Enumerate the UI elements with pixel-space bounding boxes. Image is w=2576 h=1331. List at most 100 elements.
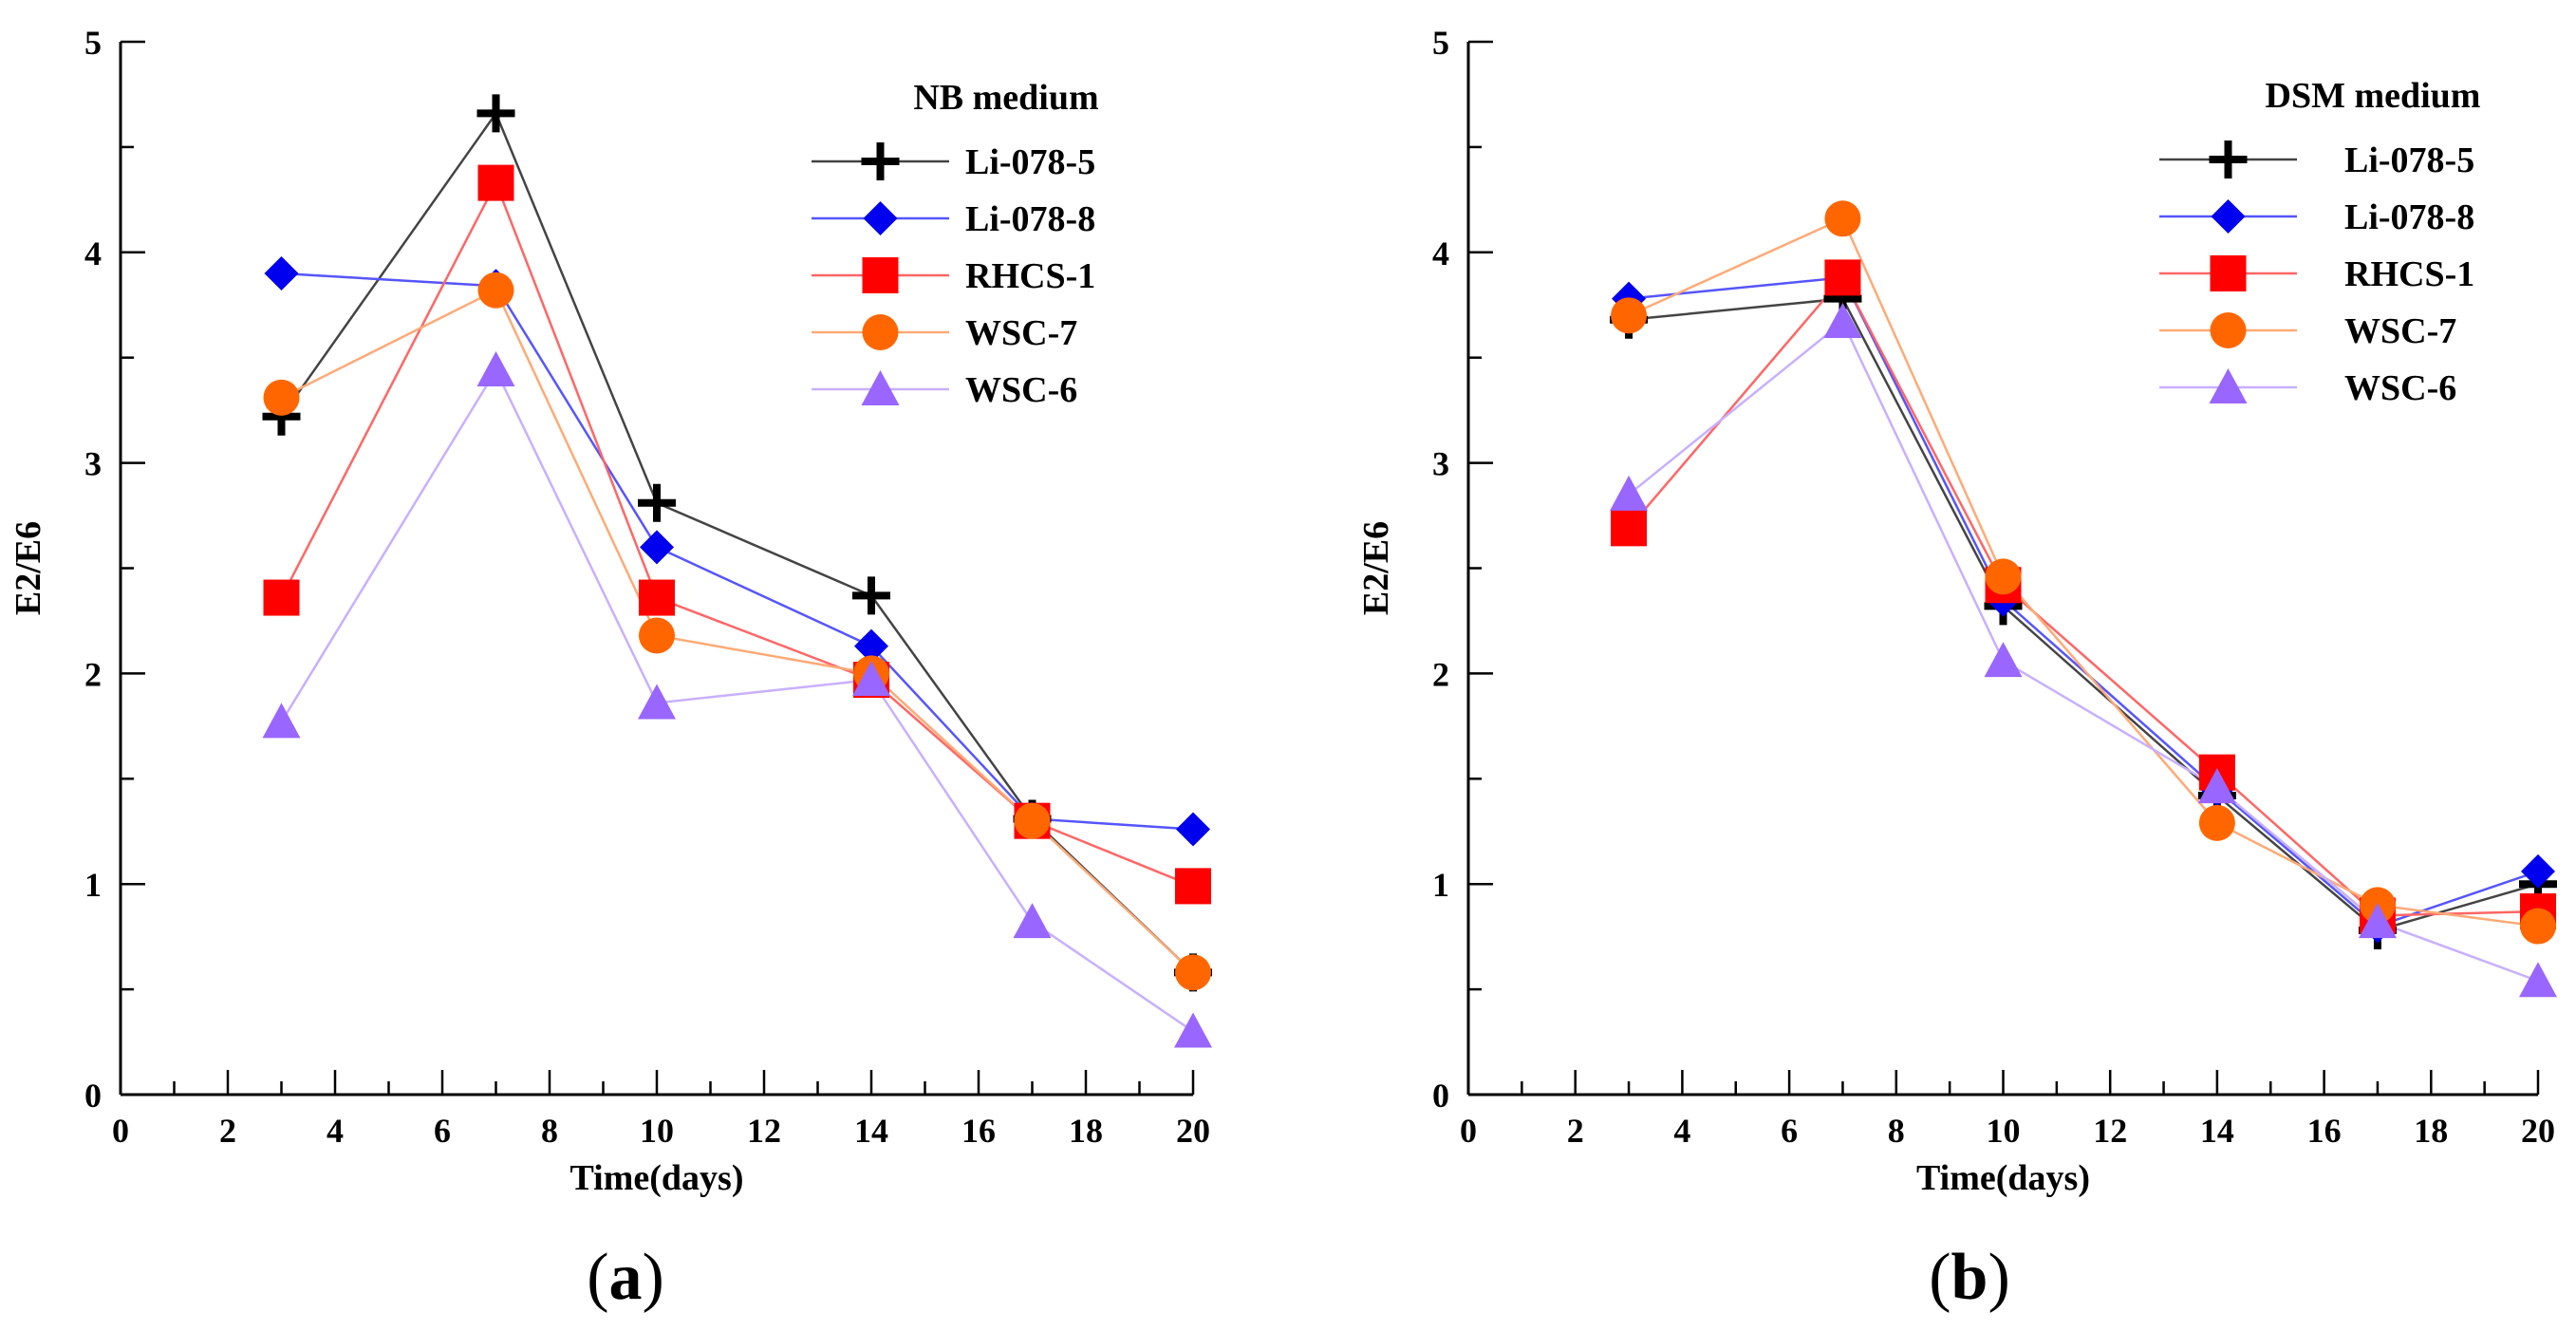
data-point-WSC-6 xyxy=(2358,903,2397,939)
y-tick-label: 5 xyxy=(1432,24,1449,62)
data-point-Li-078-5 xyxy=(852,576,890,615)
data-point-WSC-6 xyxy=(1013,903,1052,939)
legend-entry: Li-078-5 xyxy=(2344,141,2474,180)
data-point-Li-078-8 xyxy=(264,255,299,291)
y-tick-label: 1 xyxy=(1432,866,1449,904)
y-tick-label: 4 xyxy=(1432,234,1449,272)
y-tick-label: 1 xyxy=(84,866,102,904)
series-line-WSC-7 xyxy=(280,289,1194,974)
data-point-Li-078-5 xyxy=(1823,279,1862,318)
data-point-RHCS-1 xyxy=(639,579,675,616)
data-point-WSC-7 xyxy=(2520,908,2556,945)
legend-entry: Li-078-8 xyxy=(2344,197,2474,237)
x-tick-label: 4 xyxy=(327,1112,344,1150)
y-tick-label: 5 xyxy=(84,24,102,62)
data-point-WSC-7 xyxy=(1175,954,1211,991)
data-point-Li-078-5 xyxy=(476,94,515,133)
legend-marker xyxy=(862,257,899,293)
legend-marker xyxy=(861,142,900,180)
x-tick-label: 16 xyxy=(961,1112,996,1150)
data-point-WSC-7 xyxy=(639,617,675,654)
data-point-RHCS-1 xyxy=(1824,259,1861,296)
data-point-RHCS-1 xyxy=(477,164,514,201)
series-line-RHCS-1 xyxy=(1628,275,2539,917)
series-line-Li-078-8 xyxy=(1628,276,2539,928)
x-tick-label: 20 xyxy=(1176,1112,1210,1150)
y-tick-label: 0 xyxy=(1432,1077,1449,1115)
legend-entry: Li-078-8 xyxy=(965,199,1095,239)
data-point-WSC-6 xyxy=(1823,302,1862,338)
legend-marker xyxy=(2209,141,2248,178)
x-tick-label: 12 xyxy=(747,1112,781,1150)
x-tick-label: 14 xyxy=(854,1112,888,1150)
legend-marker xyxy=(2209,368,2248,403)
data-point-WSC-7 xyxy=(2198,804,2235,841)
legend-marker xyxy=(2211,199,2246,234)
data-point-WSC-6 xyxy=(852,661,890,697)
data-point-WSC-7 xyxy=(1014,802,1051,839)
data-point-RHCS-1 xyxy=(263,579,300,616)
y-tick-label: 2 xyxy=(84,655,102,693)
data-point-WSC-6 xyxy=(2519,962,2557,998)
legend-marker xyxy=(862,314,899,350)
x-tick-label: 4 xyxy=(1673,1112,1690,1150)
legend-marker xyxy=(863,201,898,235)
x-tick-label: 2 xyxy=(1567,1112,1584,1150)
data-point-WSC-6 xyxy=(1984,642,2023,678)
data-point-RHCS-1 xyxy=(1611,510,1648,547)
y-axis-label: E2/E6 xyxy=(9,521,48,615)
legend-title: NB medium xyxy=(913,78,1098,118)
x-tick-label: 6 xyxy=(434,1112,451,1150)
x-tick-label: 8 xyxy=(1888,1112,1905,1150)
legend-entry: WSC-6 xyxy=(2344,368,2456,408)
data-point-WSC-6 xyxy=(262,703,301,739)
x-tick-label: 12 xyxy=(2093,1112,2127,1150)
x-tick-label: 8 xyxy=(541,1112,558,1150)
x-tick-label: 0 xyxy=(112,1112,129,1150)
x-axis-label: Time(days) xyxy=(570,1158,744,1198)
data-point-WSC-6 xyxy=(1610,475,1649,511)
data-point-Li-078-8 xyxy=(640,530,674,565)
series-line-WSC-7 xyxy=(1628,216,2539,928)
x-tick-label: 0 xyxy=(1460,1112,1477,1150)
chart-panel-a: 0 2 4 6 8 10 12 14 16 18 20012345Time(days)E2/E6NB… xyxy=(9,24,1212,1198)
x-tick-label: 10 xyxy=(640,1112,674,1150)
chart-panel-b: 0 2 4 6 8 10 12 14 16 18 20012345Time(days)E2/E6DS… xyxy=(1356,24,2557,1198)
series-line-WSC-6 xyxy=(280,367,1194,1033)
data-point-WSC-6 xyxy=(476,351,515,387)
data-point-WSC-7 xyxy=(477,272,514,309)
x-tick-label: 20 xyxy=(2521,1112,2555,1150)
data-point-Li-078-5 xyxy=(638,483,676,522)
x-tick-label: 16 xyxy=(2307,1112,2342,1150)
data-point-Li-078-5 xyxy=(262,397,301,436)
y-tick-label: 4 xyxy=(84,234,102,272)
data-point-Li-078-8 xyxy=(1176,812,1210,847)
legend-title: DSM medium xyxy=(2266,76,2481,116)
legend-entry: WSC-7 xyxy=(965,313,1077,353)
legend-entry: Li-078-5 xyxy=(965,142,1095,182)
series-line-Li-078-8 xyxy=(281,272,1194,831)
legend-entry: RHCS-1 xyxy=(2344,254,2474,294)
data-point-Li-078-8 xyxy=(2521,853,2555,889)
legend-marker xyxy=(2210,255,2247,291)
data-point-WSC-6 xyxy=(2197,768,2236,804)
y-tick-label: 0 xyxy=(84,1077,102,1115)
data-point-WSC-7 xyxy=(263,379,300,416)
series-line-WSC-6 xyxy=(1628,320,2539,983)
y-tick-label: 3 xyxy=(84,445,102,483)
legend-marker xyxy=(2210,312,2247,348)
data-point-WSC-7 xyxy=(1611,297,1648,334)
y-tick-label: 2 xyxy=(1432,655,1449,693)
data-point-WSC-7 xyxy=(1985,558,2022,595)
legend-entry: RHCS-1 xyxy=(965,256,1095,296)
x-tick-label: 2 xyxy=(219,1112,236,1150)
legend-marker xyxy=(861,370,900,405)
y-tick-label: 3 xyxy=(1432,445,1449,483)
series-line-RHCS-1 xyxy=(280,179,1194,888)
data-point-WSC-7 xyxy=(1824,200,1861,237)
panel-label-a: (a) xyxy=(587,1241,664,1314)
legend-entry: WSC-6 xyxy=(965,370,1077,410)
data-point-WSC-6 xyxy=(638,684,676,720)
x-tick-label: 10 xyxy=(1987,1112,2021,1150)
